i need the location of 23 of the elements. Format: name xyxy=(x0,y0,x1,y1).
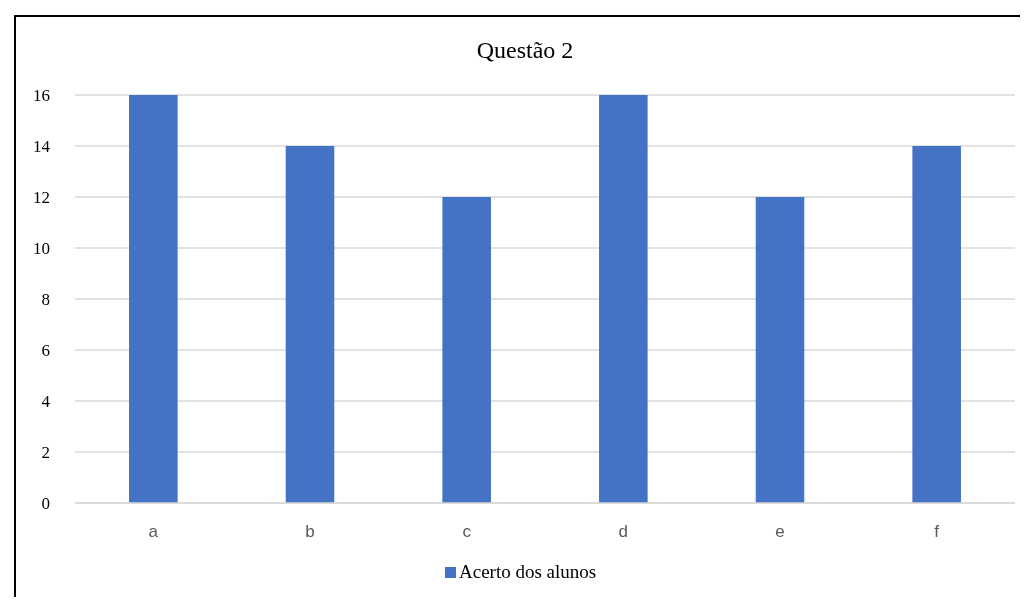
y-tick-label: 8 xyxy=(41,289,50,309)
bar xyxy=(129,95,178,503)
y-tick-label: 0 xyxy=(41,493,50,513)
y-tick-label: 12 xyxy=(33,187,50,207)
y-tick-label: 10 xyxy=(33,238,50,258)
legend-label: Acerto dos alunos xyxy=(459,561,597,582)
bar xyxy=(599,95,648,503)
x-tick-label: f xyxy=(934,522,940,541)
x-tick-label: b xyxy=(305,522,315,541)
x-tick-label: c xyxy=(462,522,472,541)
y-tick-label: 14 xyxy=(33,136,51,156)
y-tick-label: 16 xyxy=(33,85,50,105)
chart-title: Questão 2 xyxy=(476,37,574,63)
bar xyxy=(755,197,805,503)
y-tick-label: 2 xyxy=(41,442,50,462)
x-tick-label: e xyxy=(775,522,785,541)
bar xyxy=(285,146,335,503)
x-tick-label: a xyxy=(148,522,159,541)
x-tick-label: d xyxy=(618,522,629,541)
bar xyxy=(912,146,961,503)
y-tick-label: 4 xyxy=(41,391,51,411)
bar xyxy=(442,197,491,503)
y-tick-label: 6 xyxy=(41,340,50,360)
